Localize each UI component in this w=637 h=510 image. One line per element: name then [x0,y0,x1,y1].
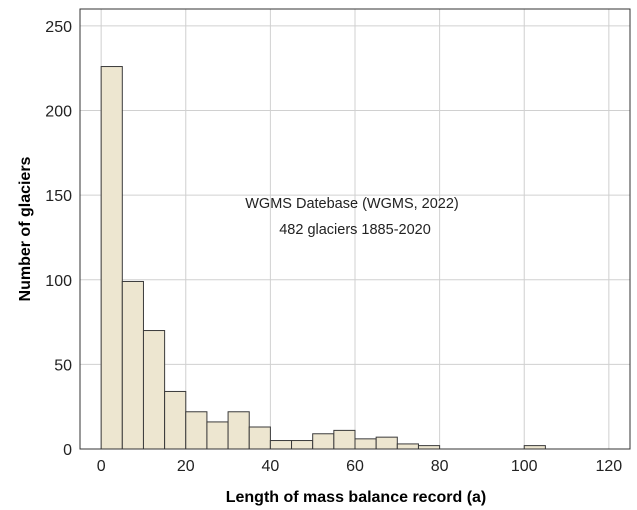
histogram-bar [523,445,546,450]
histogram-bar [185,411,208,450]
y-axis-label: Number of glaciers [17,156,34,301]
histogram-bar [396,443,419,450]
histogram-bar [333,429,356,450]
x-tick-label: 20 [177,458,195,475]
y-tick-label: 100 [45,273,72,290]
histogram-bar [312,433,335,450]
y-tick-label: 50 [54,357,72,374]
plot-frame [79,8,631,450]
histogram-bar [375,436,398,450]
histogram-bar [354,438,377,450]
x-tick-label: 60 [346,458,364,475]
x-tick-label: 40 [261,458,279,475]
x-tick-label: 100 [511,458,538,475]
y-tick-labels: 0 50 100 150 200 250 [45,19,72,459]
histogram-bar [291,440,314,450]
annotation-line-1: WGMS Datebase (WGMS, 2022) [245,196,459,212]
histogram-bar [142,330,166,450]
y-tick-label: 150 [45,188,72,205]
histogram-bar [417,445,441,450]
x-tick-label: 120 [595,458,622,475]
histogram-bar [227,411,250,450]
histogram-bar [206,421,229,450]
y-tick-label: 0 [63,442,72,459]
histogram-bar [164,390,187,450]
histogram-bar [269,440,293,450]
x-tick-labels: 0 20 40 60 80 100 120 [97,458,623,475]
bars [100,66,546,450]
x-axis-label: Length of mass balance record (a) [226,489,487,506]
x-tick-label: 80 [431,458,449,475]
y-tick-label: 250 [45,19,72,36]
histogram-bar [100,66,123,450]
histogram-bar [248,426,271,450]
histogram-bar [121,280,144,450]
gridlines [80,9,630,449]
y-tick-label: 200 [45,104,72,121]
x-tick-label: 0 [97,458,106,475]
annotation-line-2: 482 glaciers 1885-2020 [279,222,431,238]
